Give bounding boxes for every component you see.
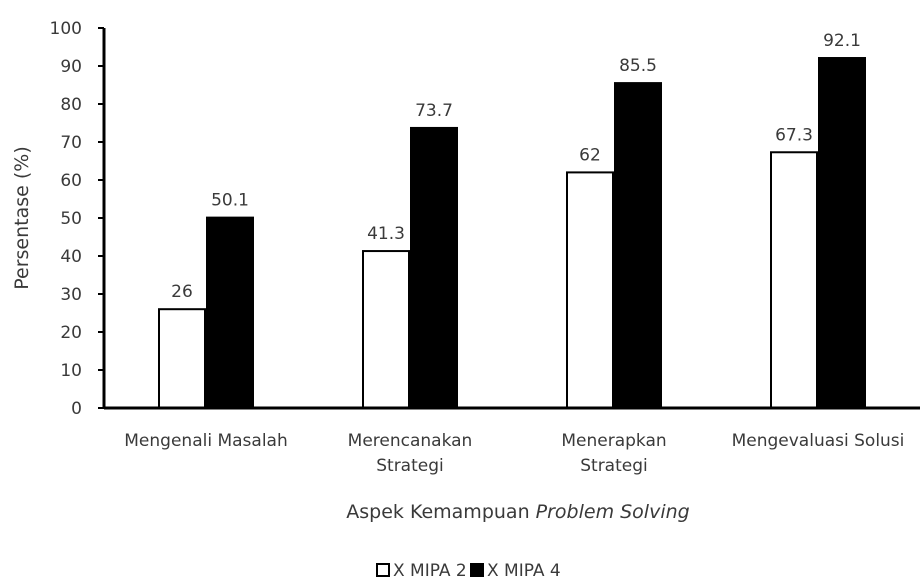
legend-label: X MIPA 4	[487, 561, 561, 581]
category-label: Strategi	[376, 456, 444, 476]
data-label: 41.3	[367, 224, 405, 244]
category-label: Mengevaluasi Solusi	[732, 431, 905, 451]
data-label: 50.1	[211, 191, 249, 211]
y-tick-label: 30	[60, 285, 82, 305]
data-label: 67.3	[775, 125, 813, 145]
category-label: Menerapkan	[561, 431, 666, 451]
y-tick-label: 70	[60, 133, 82, 153]
bar-x-mipa-4	[818, 57, 866, 410]
data-label: 92.1	[823, 31, 861, 51]
data-label: 62	[579, 145, 601, 165]
bar-x-mipa-4	[206, 216, 254, 409]
bar-x-mipa-4	[410, 126, 458, 409]
y-tick-label: 20	[60, 323, 82, 343]
y-axis-title: Persentase (%)	[11, 146, 33, 290]
bar-x-mipa-2	[770, 151, 818, 409]
legend-swatch	[376, 563, 390, 577]
legend: X MIPA 2 X MIPA 4	[376, 561, 561, 581]
y-tick-label: 60	[60, 171, 82, 191]
data-label: 85.5	[619, 56, 657, 76]
legend-label: X MIPA 2	[393, 561, 467, 581]
y-tick-label: 0	[71, 399, 82, 419]
data-label: 26	[171, 282, 193, 302]
x-axis-title: Aspek Kemampuan Problem Solving	[346, 501, 689, 523]
category-label: Strategi	[580, 456, 648, 476]
category-labels: Mengenali Masalah Merencanakan Strategi Men…	[124, 431, 904, 476]
y-tick-label: 10	[60, 361, 82, 381]
x-axis-title-prefix: Aspek Kemampuan	[346, 501, 535, 523]
data-label: 73.7	[415, 101, 453, 121]
y-tick-label: 50	[60, 209, 82, 229]
category-label: Merencanakan	[348, 431, 473, 451]
bars	[158, 57, 866, 410]
bar-x-mipa-4	[614, 82, 662, 409]
category-label: Mengenali Masalah	[124, 431, 287, 451]
legend-swatch	[470, 563, 484, 577]
bar-x-mipa-2	[566, 171, 614, 409]
y-axis-ticks: 0 10 20 30 40 50 60 70 80 90 100	[50, 19, 104, 419]
y-tick-label: 90	[60, 57, 82, 77]
x-axis-title-italic: Problem Solving	[536, 501, 690, 523]
y-tick-label: 40	[60, 247, 82, 267]
bar-x-mipa-2	[362, 250, 410, 409]
bar-x-mipa-2	[158, 308, 206, 410]
data-labels: 26 50.1 41.3 73.7 62 85.5 67.3 92.1	[171, 31, 861, 302]
y-tick-label: 80	[60, 95, 82, 115]
y-tick-label: 100	[50, 19, 82, 39]
